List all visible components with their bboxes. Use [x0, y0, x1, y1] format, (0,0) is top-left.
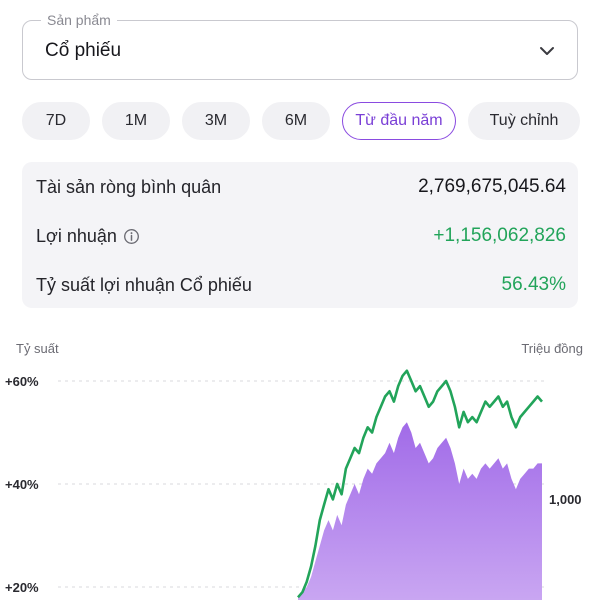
period-tab-1m[interactable]: 1M [102, 102, 170, 140]
info-icon[interactable] [123, 228, 140, 245]
profit-label: Lợi nhuận [36, 225, 117, 246]
period-tab-ytd[interactable]: Từ đầu năm [342, 102, 456, 140]
left-tick-label: +60% [5, 374, 39, 389]
summary-row-return-rate: Tỷ suất lợi nhuận Cổ phiếu 56.43% [36, 270, 566, 300]
product-select-value: Cổ phiếu [45, 40, 122, 61]
right-axis-title: Triệu đồng [521, 341, 583, 356]
period-tab-custom[interactable]: Tuỳ chỉnh [468, 102, 580, 140]
summary-card: Tài sản ròng bình quân 2,769,675,045.64 … [22, 162, 578, 308]
profit-label-group: Lợi nhuận [36, 226, 140, 247]
product-select-label: Sản phẩm [41, 11, 117, 29]
assets-area-series [298, 422, 542, 600]
left-axis-title: Tỷ suất [16, 341, 59, 356]
return-line-series [297, 369, 543, 599]
profit-value: +1,156,062,826 [433, 225, 566, 246]
returns-chart[interactable]: +60% +40% +20% 1,000 [0, 360, 600, 600]
return-rate-value: 56.43% [501, 274, 566, 295]
right-tick-label: 1,000 [549, 492, 582, 507]
summary-row-avg-net-assets: Tài sản ròng bình quân 2,769,675,045.64 [36, 172, 566, 202]
avg-net-assets-label: Tài sản ròng bình quân [36, 176, 222, 197]
avg-net-assets-value: 2,769,675,045.64 [418, 176, 566, 197]
left-tick-label: +40% [5, 477, 39, 492]
left-tick-label: +20% [5, 580, 39, 595]
period-tabs: 7D 1M 3M 6M Từ đầu năm Tuỳ chỉnh [22, 102, 582, 142]
return-rate-label: Tỷ suất lợi nhuận Cổ phiếu [36, 274, 252, 295]
summary-row-profit: Lợi nhuận +1,156,062,826 [36, 221, 566, 251]
product-select[interactable]: Sản phẩm Cổ phiếu [22, 11, 578, 80]
period-tab-7d[interactable]: 7D [22, 102, 90, 140]
period-tab-6m[interactable]: 6M [262, 102, 330, 140]
chevron-down-icon [540, 47, 554, 55]
period-tab-3m[interactable]: 3M [182, 102, 250, 140]
